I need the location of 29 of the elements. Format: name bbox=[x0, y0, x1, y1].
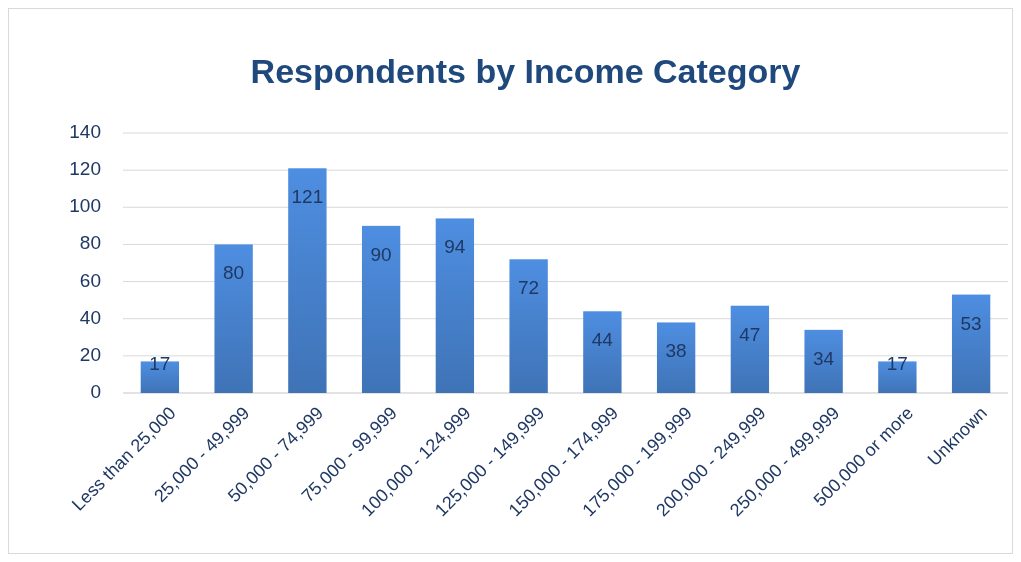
bar bbox=[804, 329, 843, 393]
bar bbox=[730, 305, 770, 393]
data-label: 90 bbox=[370, 243, 392, 265]
bar bbox=[583, 311, 622, 393]
y-tick-label: 0 bbox=[90, 381, 101, 403]
y-tick-label: 20 bbox=[79, 343, 101, 365]
bar bbox=[361, 225, 401, 393]
y-tick-label: 100 bbox=[69, 195, 101, 217]
data-label: 80 bbox=[223, 262, 245, 284]
data-label: 34 bbox=[813, 347, 835, 369]
y-tick-label: 80 bbox=[79, 232, 101, 254]
y-tick-label: 60 bbox=[79, 269, 101, 291]
data-label: 72 bbox=[518, 277, 540, 299]
data-label: 53 bbox=[960, 312, 982, 334]
bar bbox=[509, 259, 548, 393]
chart-title: Respondents by Income Category bbox=[250, 52, 801, 90]
y-tick-label: 140 bbox=[69, 121, 101, 143]
bar bbox=[951, 294, 991, 393]
bar bbox=[656, 322, 696, 393]
data-label: 47 bbox=[739, 323, 761, 345]
data-label: 38 bbox=[665, 340, 687, 362]
y-tick-label: 120 bbox=[69, 158, 101, 180]
bar bbox=[288, 168, 327, 393]
bar bbox=[214, 244, 253, 393]
y-tick-label: 40 bbox=[79, 306, 101, 328]
data-label: 44 bbox=[591, 329, 614, 351]
data-label: 94 bbox=[444, 236, 466, 258]
bar bbox=[435, 218, 475, 393]
data-label: 121 bbox=[291, 186, 324, 208]
